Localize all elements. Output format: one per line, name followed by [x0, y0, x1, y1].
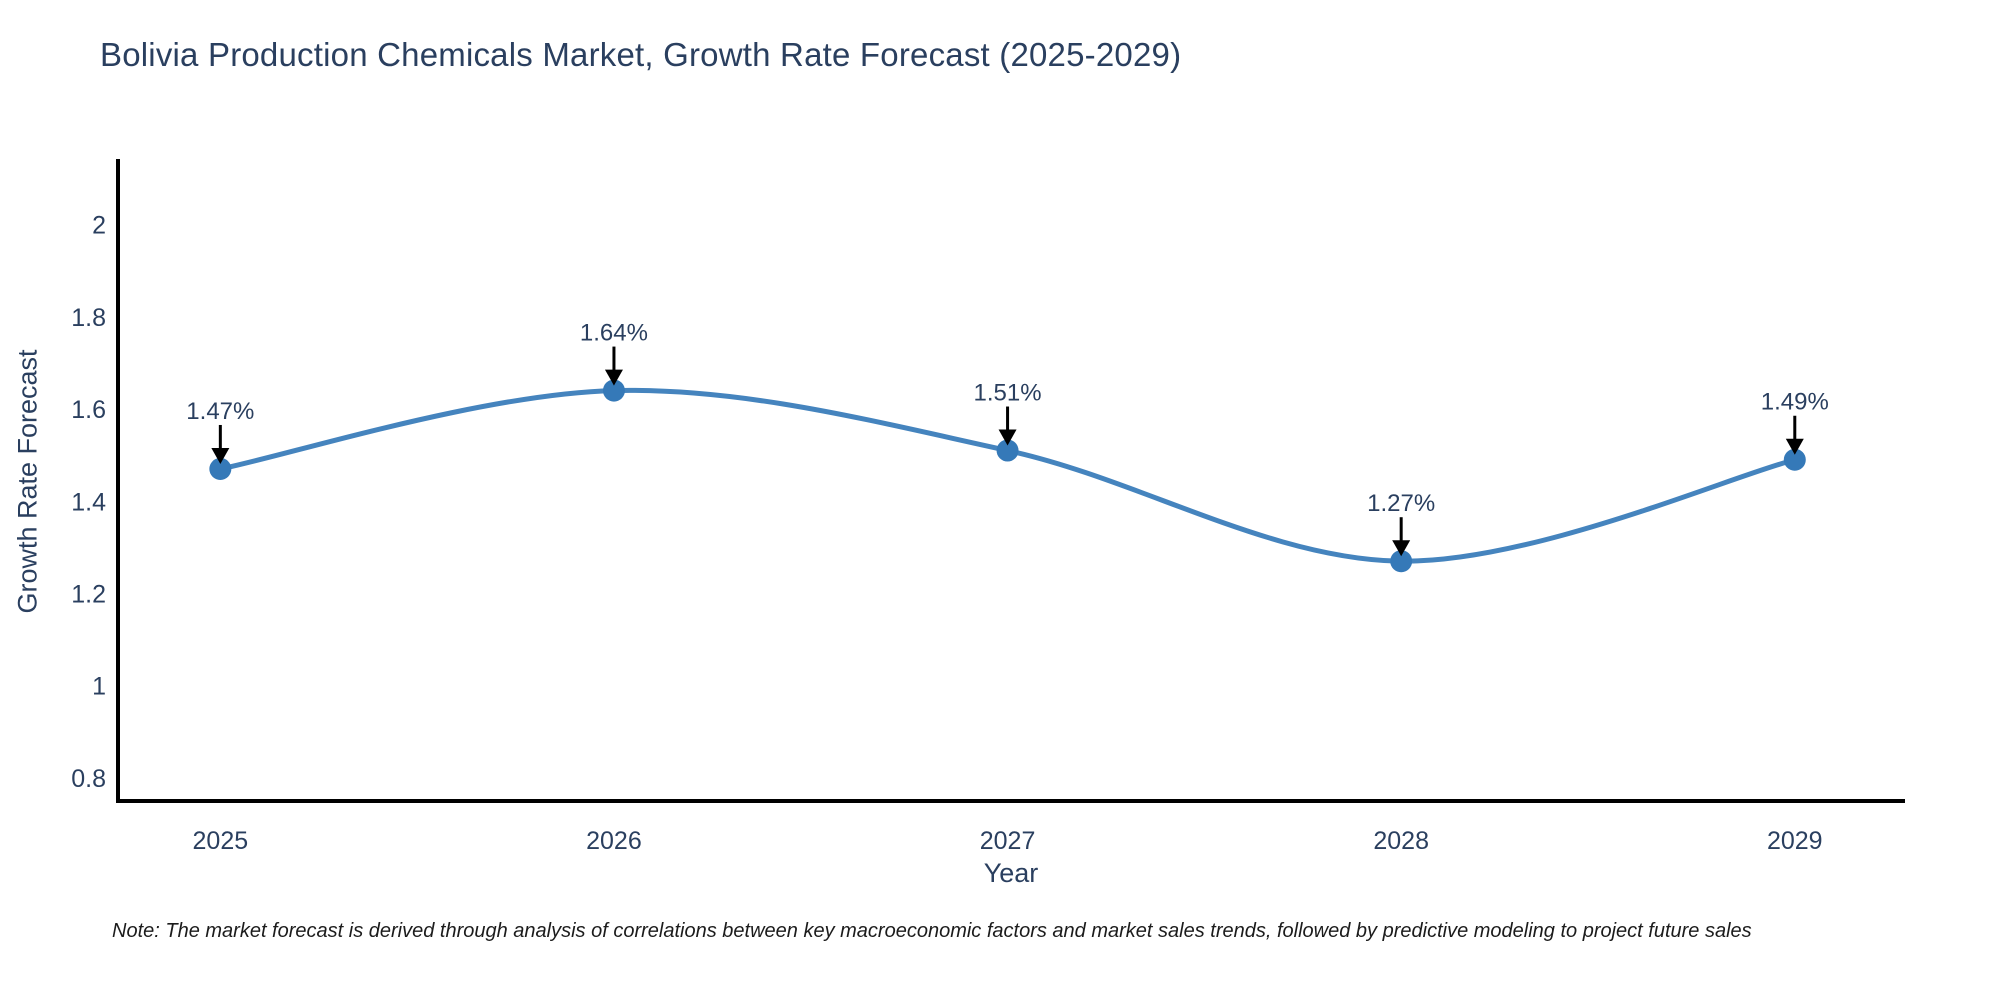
- point-value-label: 1.51%: [974, 380, 1042, 407]
- y-tick-label: 1.4: [71, 488, 106, 516]
- y-tick-label: 2: [92, 212, 106, 240]
- chart-title: Bolivia Production Chemicals Market, Gro…: [100, 36, 1182, 73]
- series-markers: [209, 379, 1806, 573]
- annotation-arrowhead-icon: [604, 369, 623, 386]
- y-axis-title: Growth Rate Forecast: [12, 349, 43, 614]
- annotation-arrowhead-icon: [1785, 438, 1804, 455]
- point-value-label: 1.27%: [1367, 490, 1435, 517]
- y-tick-label: 1.8: [71, 304, 106, 332]
- x-axis-title: Year: [983, 858, 1039, 888]
- data-point-marker: [602, 379, 625, 402]
- data-point-marker: [1390, 550, 1413, 573]
- y-axis-ticks: 0.8 1 1.2 1.4 1.6 1.8 2: [71, 212, 106, 793]
- y-tick-label: 1.2: [71, 580, 106, 608]
- annotation-arrowhead-icon: [1392, 540, 1411, 557]
- x-tick-label: 2026: [586, 827, 642, 855]
- x-tick-label: 2029: [1767, 827, 1823, 855]
- x-tick-label: 2025: [193, 827, 249, 855]
- annotation-arrowhead-icon: [211, 447, 230, 464]
- x-tick-label: 2028: [1373, 827, 1429, 855]
- data-point-marker: [996, 439, 1019, 462]
- footnote: Note: The market forecast is derived thr…: [112, 920, 1752, 942]
- x-tick-label: 2027: [980, 827, 1036, 855]
- y-tick-label: 1: [92, 673, 106, 701]
- data-point-marker: [1783, 448, 1806, 471]
- y-tick-label: 1.6: [71, 396, 106, 424]
- point-value-label: 1.64%: [580, 320, 648, 347]
- point-value-label: 1.49%: [1761, 389, 1829, 416]
- point-annotations: 1.47% 1.64% 1.51% 1.27% 1.49%: [186, 320, 1829, 557]
- annotation-arrowhead-icon: [998, 429, 1017, 446]
- y-tick-label: 0.8: [71, 765, 106, 793]
- point-value-label: 1.47%: [186, 398, 254, 425]
- data-point-marker: [209, 457, 232, 480]
- x-axis-ticks: 2025 2026 2027 2028 2029: [193, 827, 1823, 855]
